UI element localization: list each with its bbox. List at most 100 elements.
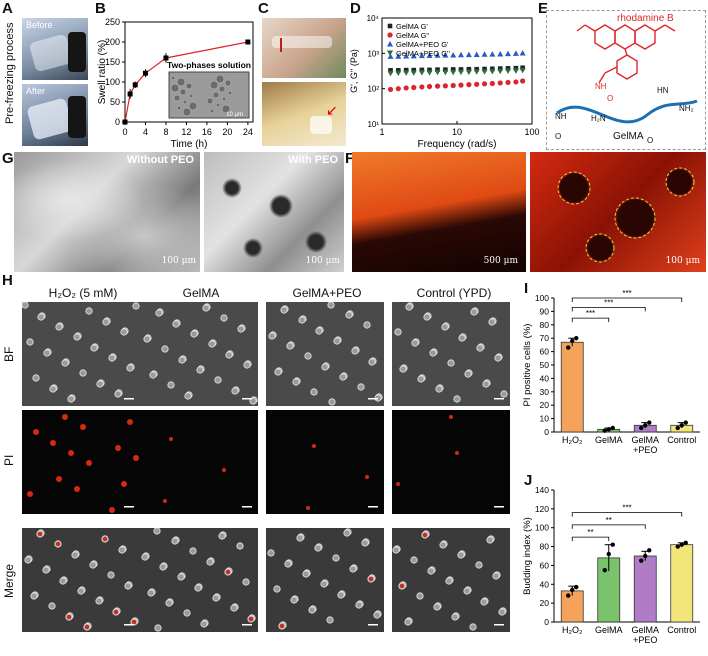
significance-label: *** bbox=[622, 289, 631, 298]
data-point bbox=[132, 82, 138, 88]
dye-name: rhodamine B bbox=[617, 13, 674, 24]
data-point bbox=[395, 53, 402, 59]
panel-label-e: E bbox=[538, 0, 549, 17]
before-label: Before bbox=[26, 20, 53, 30]
y-tick-label: 30 bbox=[540, 387, 550, 397]
x-axis-title: Time (h) bbox=[171, 139, 208, 150]
legend-marker bbox=[387, 41, 393, 47]
bar bbox=[560, 341, 584, 433]
data-point bbox=[602, 567, 607, 573]
data-point bbox=[435, 67, 440, 72]
yeast-cell bbox=[85, 307, 93, 315]
panel-label-j: J bbox=[524, 472, 533, 489]
y-tick-label: 80 bbox=[540, 320, 550, 330]
scale-bar bbox=[368, 624, 378, 626]
yeast-cell bbox=[463, 587, 471, 595]
yeast-cell bbox=[120, 328, 128, 336]
chart-d: 10¹ 10² 10³ 10⁴ 1 10 100 Frequency (rad/s) G', G… bbox=[349, 14, 540, 150]
yeast-cell bbox=[280, 306, 288, 314]
yeast-cell bbox=[328, 398, 336, 406]
fluorescence-zoom: 100 μm bbox=[530, 152, 706, 272]
yeast-cell bbox=[71, 551, 79, 559]
inset-title: Two-phases solution bbox=[167, 60, 251, 70]
data-point bbox=[410, 52, 417, 59]
data-point bbox=[683, 540, 688, 545]
yeast-cell bbox=[310, 388, 318, 396]
yeast-cell bbox=[500, 390, 508, 398]
x-tick-label: H₂O₂ bbox=[562, 435, 583, 445]
yeast-cell bbox=[327, 302, 335, 309]
data-point bbox=[566, 593, 571, 598]
data-point bbox=[610, 425, 615, 431]
y-tick-label: 60 bbox=[540, 560, 550, 570]
scheme-e: rhodamine B GelMA NH H₂N HN NH₂ O O NH O bbox=[546, 10, 706, 150]
yeast-cell bbox=[451, 613, 459, 621]
data-point bbox=[566, 345, 571, 350]
data-point bbox=[396, 68, 401, 73]
data-point bbox=[426, 70, 433, 76]
data-point bbox=[482, 66, 487, 72]
data-point bbox=[387, 86, 394, 93]
y-tick-label: 50 bbox=[110, 97, 120, 107]
data-point bbox=[465, 69, 472, 76]
significance-bracket bbox=[571, 536, 610, 542]
data-point bbox=[675, 425, 680, 431]
data-point bbox=[505, 66, 511, 71]
pi-signal bbox=[306, 506, 310, 510]
y-tick-label: 100 bbox=[105, 77, 120, 87]
pi-signal bbox=[86, 460, 92, 466]
yeast-cell bbox=[441, 323, 449, 331]
sem-right-title: With PEO bbox=[287, 154, 338, 166]
yeast-cell bbox=[243, 361, 251, 369]
droplet bbox=[209, 80, 219, 90]
yeast-cell bbox=[435, 385, 443, 393]
yeast-cell bbox=[95, 597, 103, 605]
y-tick-label: 100 bbox=[535, 523, 549, 533]
data-point bbox=[442, 69, 449, 76]
pi-signal bbox=[80, 424, 86, 430]
y-tick-label: 40 bbox=[540, 373, 550, 383]
y-tick-label: 250 bbox=[105, 17, 120, 27]
pi-signal bbox=[422, 532, 428, 538]
yeast-cell bbox=[22, 302, 29, 309]
y-tick-label: 40 bbox=[540, 579, 550, 589]
x-tick-label: 8 bbox=[163, 127, 168, 137]
x-tick-label: 24 bbox=[243, 127, 253, 137]
droplet bbox=[224, 79, 232, 87]
yeast-cell bbox=[237, 325, 245, 333]
data-point bbox=[466, 66, 472, 72]
yeast-cell bbox=[404, 618, 412, 626]
yeast-cell bbox=[218, 532, 226, 540]
yeast-cell bbox=[337, 591, 345, 599]
panel-label-a: A bbox=[2, 0, 13, 17]
data-point bbox=[520, 78, 526, 84]
data-point bbox=[574, 584, 579, 590]
yeast-cell bbox=[292, 378, 300, 386]
data-point bbox=[411, 84, 417, 91]
pi-signal bbox=[127, 419, 133, 425]
arrow-icon: ↙ bbox=[326, 102, 338, 118]
yeast-cell bbox=[357, 383, 365, 391]
yeast-cell bbox=[320, 580, 328, 588]
y-tick-label: 100 bbox=[535, 293, 549, 303]
yeast-cell bbox=[429, 349, 437, 357]
group-o-2: O bbox=[647, 136, 653, 145]
scale-bar bbox=[368, 398, 378, 400]
pi-signal bbox=[55, 541, 61, 547]
yeast-cell bbox=[290, 596, 298, 604]
yeast-cell bbox=[273, 585, 281, 593]
yeast-cell bbox=[167, 381, 175, 389]
data-point bbox=[163, 55, 169, 61]
data-point bbox=[442, 83, 448, 89]
yeast-cell bbox=[165, 599, 173, 607]
pi-signal bbox=[66, 614, 72, 620]
yeast-cell bbox=[439, 541, 447, 549]
pi-signal bbox=[131, 619, 137, 625]
data-point bbox=[647, 548, 652, 553]
data-point bbox=[647, 420, 652, 425]
yeast-cell bbox=[55, 323, 63, 331]
yeast-cell bbox=[480, 598, 488, 606]
photo-after: After bbox=[22, 84, 88, 146]
droplet bbox=[209, 108, 215, 114]
panel-label-b: B bbox=[95, 0, 106, 17]
